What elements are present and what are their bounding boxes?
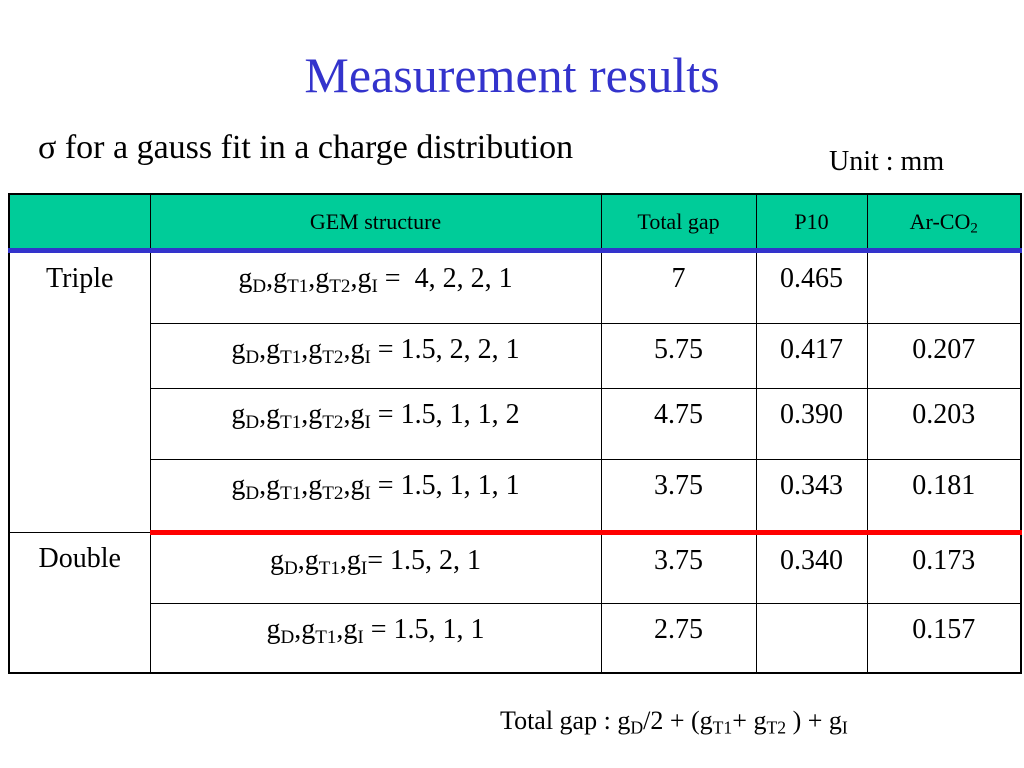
- total-gap-cell: 3.75: [600, 459, 757, 535]
- header-p10: P10: [755, 193, 868, 253]
- table-row: Double gD,gT1,gI= 1.5, 2, 1 3.75 0.340 0…: [8, 532, 1022, 674]
- arco2-cell: 0.157: [866, 603, 1022, 674]
- p10-cell: 0.465: [755, 250, 868, 324]
- table-row: gD,gT1,gT2,gI = 1.5, 1, 1, 2 4.75 0.390 …: [9, 388, 1022, 460]
- slide-title: Measurement results: [304, 47, 720, 103]
- gem-structure-cell: gD,gT1,gI = 1.5, 1, 1: [149, 603, 602, 674]
- gem-structure-cell: gD,gT1,gT2,gI = 4, 2, 2, 1: [149, 250, 602, 324]
- unit-label: Unit : mm: [829, 146, 945, 177]
- arco2-cell: 0.181: [866, 459, 1022, 535]
- header-total-gap: Total gap: [600, 193, 757, 253]
- table-header-row: GEM structure Total gap P10 Ar-CO2: [8, 193, 1022, 253]
- p10-cell: 0.343: [755, 459, 868, 535]
- group-label-triple: Triple: [8, 250, 151, 533]
- results-table: GEM structure Total gap P10 Ar-CO2 Tripl…: [8, 193, 1022, 674]
- table-row: gD,gT1,gT2,gI = 1.5, 2, 2, 1 5.75 0.417 …: [9, 323, 1022, 389]
- total-gap-formula: Total gap : gD/2 + (gT1+ gT2 ) + gI: [500, 706, 848, 738]
- table-row: Triple gD,gT1,gT2,gI = 4, 2, 2, 1 7 0.46…: [8, 250, 1022, 533]
- gem-structure-cell: gD,gT1,gT2,gI = 1.5, 1, 1, 1: [149, 459, 602, 535]
- gem-structure-cell: gD,gT1,gT2,gI = 1.5, 1, 1, 2: [149, 388, 602, 460]
- arco2-cell: 0.207: [866, 323, 1022, 389]
- total-gap-cell: 5.75: [600, 323, 757, 389]
- arco2-cell: 0.203: [866, 388, 1022, 460]
- gem-structure-cell: gD,gT1,gI= 1.5, 2, 1: [149, 532, 602, 604]
- total-gap-cell: 4.75: [600, 388, 757, 460]
- table-row: gD,gT1,gT2,gI = 1.5, 1, 1, 1 3.75 0.343 …: [9, 459, 1022, 535]
- p10-cell: 0.417: [755, 323, 868, 389]
- header-arco2: Ar-CO2: [866, 193, 1022, 253]
- p10-cell: 0.340: [755, 532, 868, 604]
- table-row: gD,gT1,gI = 1.5, 1, 1 2.75 0.157: [9, 603, 1022, 674]
- p10-cell: [755, 603, 868, 674]
- gem-structure-cell: gD,gT1,gT2,gI = 1.5, 2, 2, 1: [149, 323, 602, 389]
- total-gap-cell: 3.75: [600, 532, 757, 604]
- group-label-double: Double: [8, 532, 151, 674]
- header-gem-structure: GEM structure: [149, 193, 602, 253]
- total-gap-cell: 2.75: [600, 603, 757, 674]
- arco2-cell: 0.173: [866, 532, 1022, 604]
- total-gap-cell: 7: [600, 250, 757, 324]
- p10-cell: 0.390: [755, 388, 868, 460]
- slide-subtitle: σ for a gauss fit in a charge distributi…: [38, 129, 574, 166]
- header-group: [8, 193, 151, 253]
- arco2-cell: [866, 250, 1022, 324]
